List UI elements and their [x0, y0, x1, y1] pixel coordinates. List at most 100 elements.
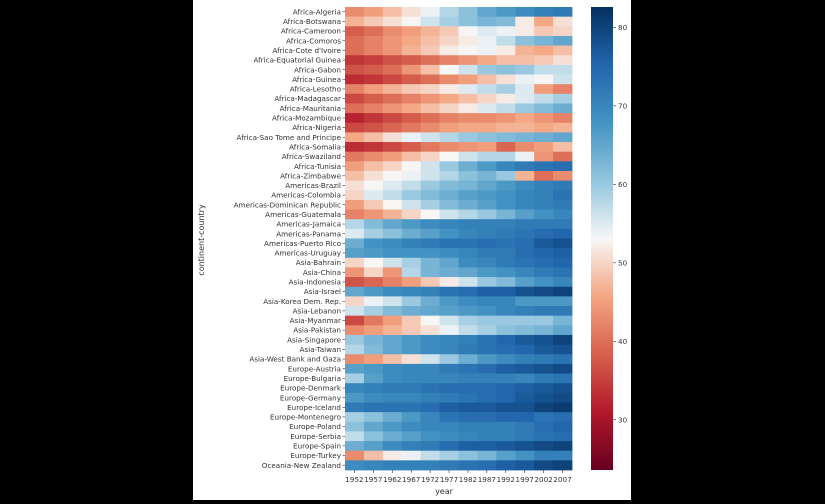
y-tick-label: Asia-Korea Dem. Rep.	[263, 297, 341, 306]
heatmap-cell	[420, 151, 440, 162]
y-tick-label: Asia-West Bank and Gaza	[249, 355, 341, 364]
heatmap-cell	[363, 132, 384, 143]
heatmap-cell	[553, 161, 573, 172]
heatmap-cell	[439, 26, 459, 37]
heatmap-cell	[515, 450, 535, 461]
heatmap-cell	[534, 277, 554, 288]
heatmap-cell	[439, 228, 459, 239]
heatmap-cell	[553, 64, 573, 75]
heatmap-cell	[401, 35, 422, 46]
heatmap-cell	[363, 103, 384, 114]
heatmap-cell	[534, 219, 554, 230]
heatmap-cell	[458, 441, 478, 452]
y-tick-label: Europe-Iceland	[287, 403, 341, 412]
heatmap-cell	[363, 286, 384, 297]
heatmap-cell	[420, 325, 440, 336]
heatmap-cell	[439, 267, 459, 278]
heatmap-cell	[401, 16, 422, 27]
heatmap-cell	[382, 161, 403, 172]
heatmap-cell	[534, 161, 554, 172]
heatmap-cell	[477, 64, 497, 75]
heatmap-cell	[534, 142, 554, 153]
heatmap-cell	[496, 55, 516, 66]
heatmap-cell	[363, 142, 384, 153]
heatmap-cell	[515, 306, 535, 317]
y-tick-label: Asia-Singapore	[287, 335, 341, 344]
heatmap-cell	[496, 373, 516, 384]
y-tick-label: Europe-Austria	[288, 364, 341, 373]
heatmap-cell	[553, 26, 573, 37]
heatmap-cell	[439, 460, 459, 471]
heatmap-cell	[458, 306, 478, 317]
heatmap-cell	[345, 228, 365, 239]
x-tick-label: 1957	[364, 475, 382, 484]
heatmap-cell	[534, 392, 554, 403]
heatmap-cell	[401, 74, 422, 85]
heatmap-cell	[363, 325, 384, 336]
heatmap-cell	[496, 122, 516, 133]
heatmap-cell	[439, 402, 459, 413]
heatmap-cell	[439, 93, 459, 104]
heatmap-cell	[477, 228, 497, 239]
heatmap-cell	[363, 354, 384, 365]
heatmap-cell	[477, 113, 497, 124]
heatmap-cell	[458, 170, 478, 182]
heatmap-cell	[363, 306, 384, 317]
heatmap-cell	[382, 325, 403, 336]
heatmap-cell	[534, 431, 554, 442]
heatmap-cell	[401, 238, 422, 249]
heatmap-cell	[515, 161, 535, 172]
heatmap-cell	[553, 190, 573, 201]
heatmap-cell	[439, 450, 459, 461]
heatmap-cell	[401, 142, 422, 153]
heatmap-cell	[345, 151, 365, 162]
heatmap-cell	[382, 16, 403, 27]
heatmap-cell	[458, 392, 478, 403]
heatmap-cell	[553, 383, 573, 394]
heatmap-cell	[458, 132, 478, 143]
heatmap-cell	[382, 248, 403, 259]
heatmap-cell	[496, 93, 516, 104]
heatmap-cell	[553, 93, 573, 104]
heatmap-cell	[420, 373, 440, 384]
heatmap-cell	[345, 7, 365, 18]
heatmap-cell	[458, 55, 478, 66]
heatmap-cell	[534, 441, 554, 452]
x-tick-label: 1992	[497, 475, 515, 484]
heatmap-cell	[439, 441, 459, 452]
heatmap-cell	[401, 228, 422, 239]
heatmap-cell	[439, 238, 459, 249]
heatmap-cell	[439, 35, 459, 46]
heatmap-cell	[439, 373, 459, 384]
heatmap-cell	[382, 219, 403, 230]
heatmap-cell	[363, 151, 384, 162]
heatmap-cell	[553, 180, 573, 191]
heatmap-cell	[553, 431, 573, 442]
heatmap-cell	[345, 93, 365, 104]
heatmap-cell	[458, 142, 478, 153]
heatmap-cell	[439, 383, 459, 394]
heatmap-cell	[515, 238, 535, 249]
y-tick-label: Asia-Lebanon	[293, 306, 341, 315]
heatmap-cell	[439, 74, 459, 85]
heatmap-cell	[420, 132, 440, 143]
x-tick-labels: 1952 1957 1962 1967 1972 1977 1982 1987 1992 1997…	[345, 470, 572, 484]
y-tick-label: Americas-Panama	[276, 229, 341, 238]
heatmap-cell	[401, 161, 422, 172]
heatmap-cell	[515, 441, 535, 452]
heatmap-cell	[458, 74, 478, 85]
heatmap-cell	[515, 373, 535, 384]
heatmap-cell	[553, 238, 573, 249]
heatmap-cell	[458, 450, 478, 461]
heatmap-cell	[420, 257, 440, 268]
y-tick-label: Europe-Montenegro	[270, 413, 341, 422]
heatmap-cell	[363, 392, 384, 403]
heatmap-cell	[439, 412, 459, 423]
heatmap-cell	[553, 344, 573, 355]
heatmap-cell	[496, 132, 516, 143]
heatmap-cell	[363, 190, 384, 201]
heatmap-cell	[345, 190, 365, 201]
heatmap-cell	[345, 441, 365, 452]
heatmap-cell	[345, 421, 365, 432]
